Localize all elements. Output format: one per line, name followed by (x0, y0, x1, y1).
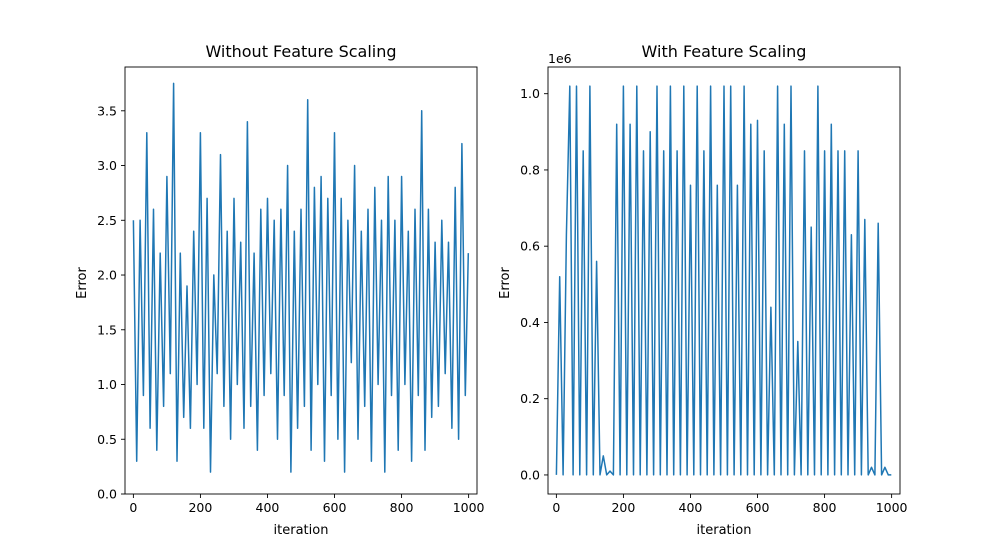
right-series-line-0 (555, 85, 892, 476)
right-y-tick-label: 1.0 (520, 86, 540, 101)
right-x-tick-label: 1000 (876, 500, 908, 515)
left-y-tick-label: 1.0 (97, 377, 117, 392)
left-y-tick-label: 0.0 (97, 487, 117, 502)
right-y-tick-label: 0.6 (520, 239, 540, 254)
left-x-tick-label: 200 (188, 500, 212, 515)
left-y-tick-label: 3.0 (97, 158, 117, 173)
right-y-tick-label: 0.8 (520, 162, 540, 177)
right-plot-area: 0 200 400 600 800 1000 0.0 0.2 0.4 0.6 0.8 1.0 (520, 66, 908, 515)
right-x-tick-label: 600 (746, 500, 770, 515)
right-chart: With Feature Scaling iteration Error 1e6… (498, 42, 908, 538)
right-y-tick-label: 0.4 (520, 315, 540, 330)
left-x-tick-label: 600 (323, 500, 347, 515)
left-y-tick-label: 1.5 (97, 322, 117, 337)
left-x-tick-label: 0 (129, 500, 137, 515)
left-plot-area: 0 200 400 600 800 1000 0.0 0.5 1.0 1.5 2.0 2.5 3.0 3.… (97, 66, 485, 515)
right-y-offset-label: 1e6 (548, 51, 572, 66)
left-y-tick-label: 2.0 (97, 268, 117, 283)
left-y-tick-label: 2.5 (97, 213, 117, 228)
left-chart: Without Feature Scaling iteration Error … (75, 42, 485, 538)
left-x-tick-label: 800 (390, 500, 414, 515)
right-axes-frame (547, 66, 901, 495)
right-y-tick-label: 0.2 (520, 391, 540, 406)
right-x-axis-label: iteration (697, 523, 752, 538)
right-x-tick-label: 400 (679, 500, 703, 515)
left-x-axis-label: iteration (274, 523, 329, 538)
left-x-tick-label: 1000 (453, 500, 485, 515)
left-y-axis-label: Error (75, 267, 90, 299)
left-x-tick-label: 400 (256, 500, 280, 515)
right-x-tick-label: 200 (611, 500, 635, 515)
left-series-line-0 (132, 82, 470, 473)
right-x-tick-label: 0 (552, 500, 560, 515)
left-y-tick-label: 3.5 (97, 103, 117, 118)
left-axes-frame (124, 66, 478, 495)
right-x-tick-label: 800 (813, 500, 837, 515)
right-y-tick-label: 0.0 (520, 467, 540, 482)
left-y-tick-label: 0.5 (97, 432, 117, 447)
right-chart-title: With Feature Scaling (642, 42, 807, 61)
left-chart-title: Without Feature Scaling (205, 42, 396, 61)
right-y-axis-label: Error (498, 267, 513, 299)
